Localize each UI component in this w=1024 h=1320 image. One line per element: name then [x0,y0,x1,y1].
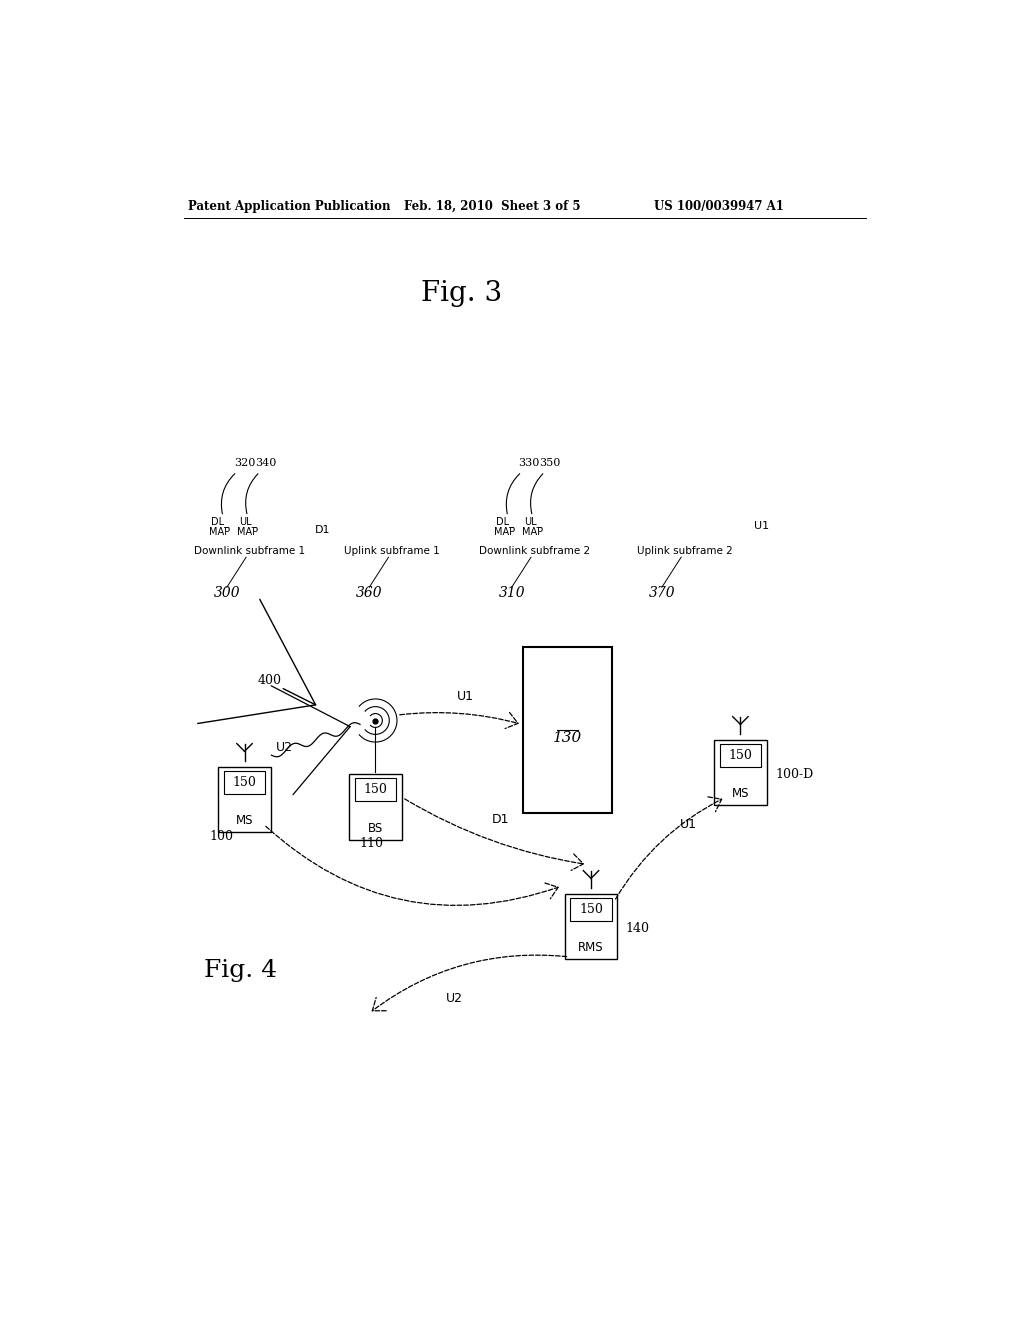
Text: 100: 100 [210,829,233,842]
Text: Downlink subframe 2: Downlink subframe 2 [479,546,591,556]
Text: 300: 300 [213,586,240,601]
Text: 150: 150 [232,776,256,788]
Text: Downlink subframe 1: Downlink subframe 1 [195,546,305,556]
Text: DL_
MAP: DL_ MAP [495,516,515,537]
Text: U1: U1 [457,690,474,702]
Text: US 100/0039947 A1: US 100/0039947 A1 [654,199,784,213]
Text: 150: 150 [728,748,753,762]
Text: 110: 110 [359,837,384,850]
Text: 310: 310 [499,586,525,601]
Text: 150: 150 [364,783,387,796]
Text: U1: U1 [755,521,769,532]
Text: 360: 360 [356,586,383,601]
Text: Patent Application Publication: Patent Application Publication [188,199,391,213]
Bar [223,771,265,793]
Text: 140: 140 [626,921,649,935]
Text: 150: 150 [580,903,603,916]
Bar [714,739,767,805]
Text: Feb. 18, 2010  Sheet 3 of 5: Feb. 18, 2010 Sheet 3 of 5 [403,199,581,213]
Bar [354,779,396,801]
Text: D1: D1 [315,524,331,535]
Text: MS: MS [236,814,253,828]
Text: 400: 400 [258,675,282,686]
Text: Fig. 3: Fig. 3 [421,280,502,306]
Text: UL_
MAP: UL_ MAP [522,516,543,537]
Text: U2: U2 [445,991,463,1005]
Text: DL_
MAP: DL_ MAP [209,516,230,537]
Bar [523,647,611,813]
Text: MS: MS [732,787,750,800]
Text: 340: 340 [255,458,276,467]
Text: RMS: RMS [579,941,604,954]
Bar [570,898,611,921]
Text: Fig. 4: Fig. 4 [204,960,276,982]
Bar [349,775,401,840]
Text: 320: 320 [233,458,255,467]
Text: U2: U2 [276,741,293,754]
Text: 130: 130 [553,731,583,744]
Bar [565,894,617,960]
Text: Uplink subframe 2: Uplink subframe 2 [637,546,733,556]
FancyArrowPatch shape [373,956,566,1011]
FancyArrowPatch shape [615,797,722,899]
Text: Uplink subframe 1: Uplink subframe 1 [344,546,440,556]
FancyArrowPatch shape [399,713,518,729]
FancyArrowPatch shape [404,799,584,870]
Text: 330: 330 [518,458,540,467]
Text: U1: U1 [680,818,697,832]
Text: BS: BS [368,822,383,834]
Text: 350: 350 [540,458,561,467]
FancyArrowPatch shape [266,826,558,906]
Text: D1: D1 [492,813,509,826]
Text: UL_
MAP: UL_ MAP [237,516,258,537]
Text: 370: 370 [648,586,675,601]
Text: 100-D: 100-D [775,768,813,781]
Bar [218,767,270,832]
Bar [720,743,761,767]
